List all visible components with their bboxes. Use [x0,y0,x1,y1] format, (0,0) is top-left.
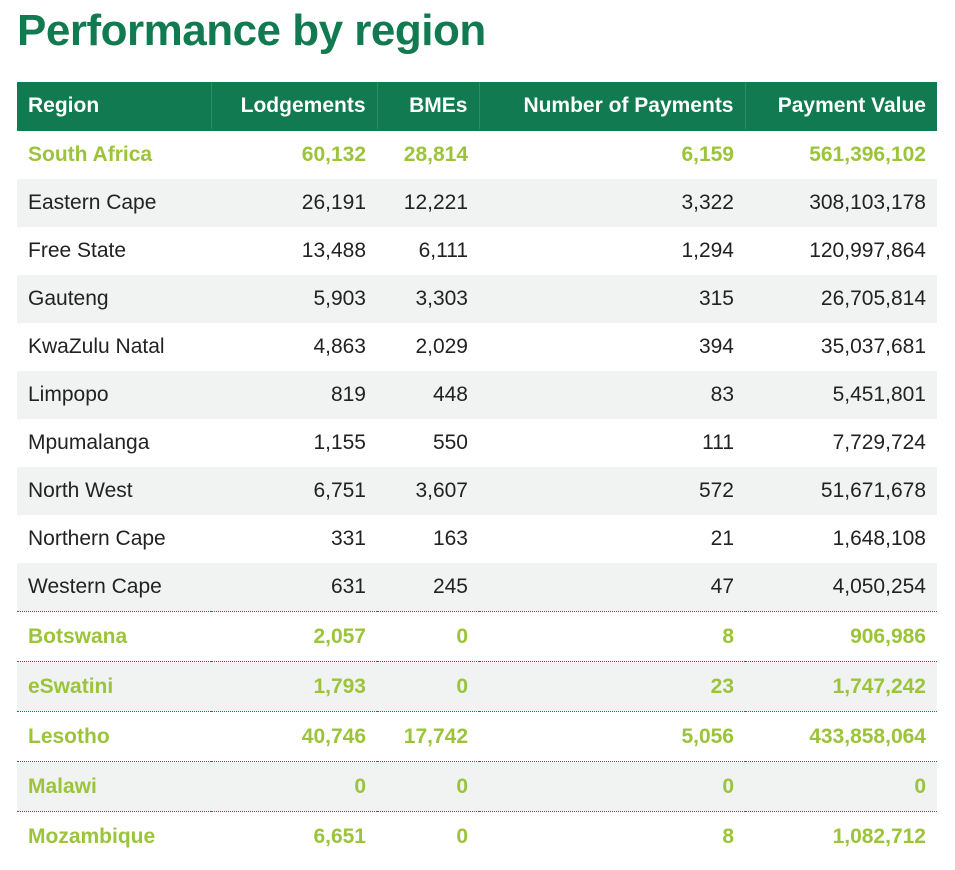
cell-payments: 315 [479,275,745,323]
cell-lodgements: 6,651 [211,811,377,861]
cell-bmes: 0 [377,761,479,812]
table-row: Northern Cape 331 163 21 1,648,108 [17,515,937,563]
cell-payment-value: 906,986 [745,611,937,662]
cell-bmes: 17,742 [377,711,479,762]
cell-payment-value: 433,858,064 [745,711,937,762]
header-lodgements: Lodgements [211,82,378,130]
cell-payment-value: 1,747,242 [745,661,937,712]
cell-payment-value: 1,082,712 [745,811,937,861]
cell-lodgements: 13,488 [301,239,366,262]
table-row: Malawi 0 0 0 0 [17,761,937,812]
cell-lodgements: 60,132 [211,129,377,179]
cell-bmes: 12,221 [377,179,479,227]
cell-lodgements: 0 [211,761,377,812]
cell-payment-value: 26,705,814 [745,275,937,323]
cell-payment-value: 1,648,108 [832,527,926,550]
cell-payment-value: 4,050,254 [745,563,937,612]
cell-bmes: 6,111 [418,239,468,262]
cell-bmes: 245 [377,563,479,612]
header-row: Region Lodgements BMEs Number of Payment… [17,82,937,130]
cell-region: Malawi [17,761,211,812]
cell-bmes: 550 [432,431,468,454]
header-payment-value: Payment Value [745,82,937,130]
cell-bmes: 163 [432,527,468,550]
cell-lodgements: 2,057 [211,611,377,662]
table-row: South Africa 60,132 28,814 6,159 561,396… [17,129,937,179]
table-row: Botswana 2,057 0 8 906,986 [17,611,937,662]
cell-region: Mozambique [17,811,211,861]
cell-payments: 83 [479,371,745,419]
cell-payment-value: 120,997,864 [809,239,926,262]
cell-lodgements: 26,191 [211,179,377,227]
cell-bmes: 3,303 [377,275,479,323]
cell-region: Botswana [17,611,211,662]
cell-payment-value: 0 [745,761,937,812]
table-row: Limpopo 819 448 83 5,451,801 [17,371,937,419]
cell-payments: 6,159 [479,129,745,179]
cell-lodgements: 819 [211,371,377,419]
table-row: Western Cape 631 245 47 4,050,254 [17,563,937,612]
table-row: Lesotho 40,746 17,742 5,056 433,858,064 [17,711,937,762]
cell-region: Lesotho [17,711,211,762]
cell-payments: 8 [479,811,745,861]
cell-payments: 8 [479,611,745,662]
cell-payments: 47 [479,563,745,612]
cell-bmes: 0 [377,811,479,861]
cell-bmes: 448 [377,371,479,419]
cell-region: Free State [28,239,127,262]
cell-payment-value: 5,451,801 [745,371,937,419]
cell-payment-value: 35,037,681 [820,335,926,358]
cell-region: Northern Cape [28,527,166,550]
cell-region: Eastern Cape [17,179,211,227]
cell-lodgements: 6,751 [211,467,377,515]
header-payments: Number of Payments [479,82,746,130]
cell-payments: 21 [710,527,734,550]
table-row: Free State 13,488 6,111 1,294 120,997,86… [17,227,937,275]
table-row: Eastern Cape 26,191 12,221 3,322 308,103… [17,179,937,227]
cell-region: Gauteng [17,275,211,323]
cell-lodgements: 1,793 [211,661,377,712]
cell-payments: 3,322 [479,179,745,227]
table-row: Mozambique 6,651 0 8 1,082,712 [17,811,937,861]
cell-region: South Africa [17,129,211,179]
table-row: Gauteng 5,903 3,303 315 26,705,814 [17,275,937,323]
cell-region: KwaZulu Natal [28,335,165,358]
cell-region: Limpopo [17,371,211,419]
header-region: Region [17,82,212,130]
cell-bmes: 3,607 [377,467,479,515]
cell-region: eSwatini [17,661,211,712]
cell-payment-value: 561,396,102 [745,129,937,179]
table-row: Mpumalanga 1,155 550 111 7,729,724 [17,419,937,467]
cell-bmes: 28,814 [377,129,479,179]
cell-lodgements: 631 [211,563,377,612]
cell-payment-value: 7,729,724 [832,431,926,454]
table-row: North West 6,751 3,607 572 51,671,678 [17,467,937,515]
cell-region: Mpumalanga [28,431,150,454]
cell-payments: 5,056 [479,711,745,762]
cell-bmes: 2,029 [415,335,468,358]
cell-lodgements: 1,155 [313,431,366,454]
performance-table: Region Lodgements BMEs Number of Payment… [17,82,937,861]
cell-bmes: 0 [377,661,479,712]
cell-lodgements: 331 [330,527,366,550]
cell-payments: 111 [702,431,734,454]
cell-payments: 394 [698,335,734,358]
cell-payment-value: 51,671,678 [745,467,937,515]
cell-bmes: 0 [377,611,479,662]
cell-payments: 572 [479,467,745,515]
cell-lodgements: 5,903 [211,275,377,323]
cell-region: North West [17,467,211,515]
header-bmes: BMEs [377,82,480,130]
cell-lodgements: 4,863 [313,335,366,358]
page-title: Performance by region [17,6,486,55]
table-row: eSwatini 1,793 0 23 1,747,242 [17,661,937,712]
cell-payments: 1,294 [681,239,734,262]
cell-lodgements: 40,746 [211,711,377,762]
cell-payments: 0 [479,761,745,812]
cell-region: Western Cape [17,563,211,612]
cell-payments: 23 [479,661,745,712]
cell-payment-value: 308,103,178 [745,179,937,227]
table-row: KwaZulu Natal 4,863 2,029 394 35,037,681 [17,323,937,371]
